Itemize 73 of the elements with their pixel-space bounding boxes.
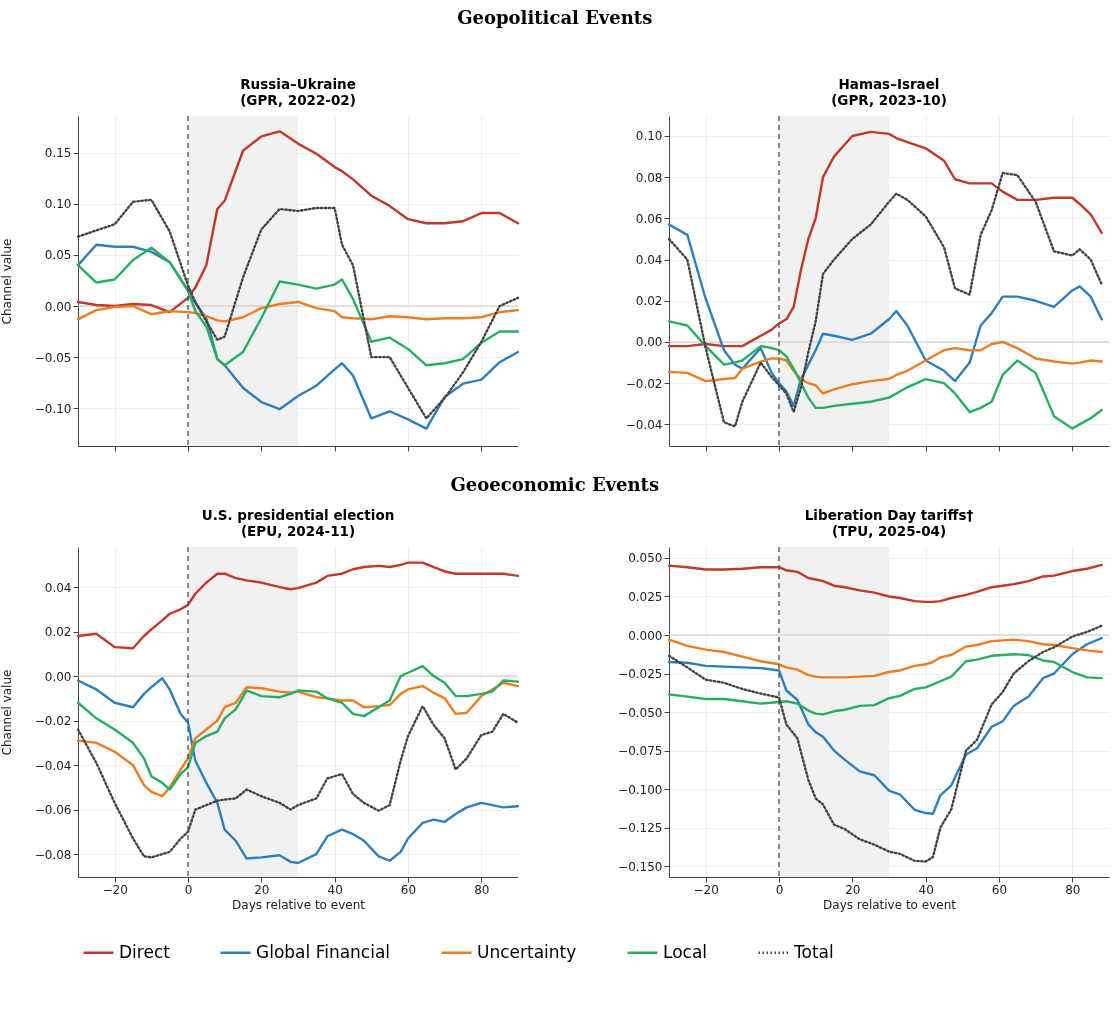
y-tick-label: 0.02 bbox=[44, 625, 72, 640]
line-series bbox=[76, 561, 520, 650]
legend-label: Uncertainty bbox=[477, 941, 577, 962]
y-tick-label: −0.025 bbox=[618, 667, 663, 682]
y-axis-title: Channel value bbox=[0, 669, 14, 756]
x-tick-label: 80 bbox=[1065, 882, 1081, 897]
y-tick-label: 0.06 bbox=[635, 211, 663, 226]
y-tick-label: 0.00 bbox=[44, 669, 72, 684]
legend-label: Global Financial bbox=[256, 941, 391, 962]
line-series bbox=[76, 664, 520, 791]
y-tick-label: 0.10 bbox=[44, 197, 72, 212]
y-tick-label: −0.10 bbox=[34, 401, 72, 416]
line-series bbox=[76, 677, 520, 865]
line-series bbox=[667, 653, 1103, 716]
line-series bbox=[667, 563, 1103, 604]
line-series bbox=[667, 223, 1103, 408]
y-tick-label: −0.04 bbox=[34, 758, 72, 773]
y-tick-label: 0.04 bbox=[44, 580, 72, 595]
y-tick-label: −0.150 bbox=[618, 859, 663, 874]
x-tick-label: 0 bbox=[184, 882, 193, 897]
x-axis-title: Days relative to event bbox=[232, 897, 366, 912]
x-tick-label: 20 bbox=[254, 882, 270, 897]
line-series bbox=[667, 636, 1103, 816]
line-series bbox=[667, 340, 1103, 395]
x-tick-label: −20 bbox=[693, 882, 719, 897]
y-tick-label: −0.05 bbox=[34, 350, 72, 365]
y-tick-label: 0.02 bbox=[635, 294, 663, 309]
y-tick-label: 0.050 bbox=[628, 551, 663, 566]
line-series bbox=[76, 243, 520, 430]
y-tick-label: −0.050 bbox=[618, 705, 663, 720]
chart-title: Russia–Ukraine (GPR, 2022-02) bbox=[240, 76, 356, 108]
y-tick-label: 0.00 bbox=[635, 335, 663, 350]
x-axis-title: Days relative to event bbox=[823, 897, 957, 912]
y-tick-label: −0.06 bbox=[34, 803, 72, 818]
legend-label: Total bbox=[793, 941, 834, 962]
y-tick-label: 0.000 bbox=[628, 628, 663, 643]
y-tick-label: −0.075 bbox=[618, 744, 663, 759]
chart-title: Liberation Day tariffs† (TPU, 2025-04) bbox=[804, 507, 974, 539]
chart-title: U.S. presidential election (EPU, 2024-11) bbox=[201, 507, 395, 539]
y-tick-label: −0.100 bbox=[618, 782, 663, 797]
line-series bbox=[76, 681, 520, 798]
line-series bbox=[76, 246, 520, 367]
x-tick-label: 0 bbox=[775, 882, 784, 897]
line-series bbox=[667, 320, 1103, 430]
x-tick-label: 40 bbox=[327, 882, 343, 897]
legend-label: Direct bbox=[119, 941, 171, 962]
x-tick-label: 60 bbox=[400, 882, 417, 897]
y-tick-label: 0.15 bbox=[44, 146, 72, 161]
y-tick-label: 0.00 bbox=[44, 299, 72, 314]
x-tick-label: −20 bbox=[102, 882, 128, 897]
legend-label: Local bbox=[663, 941, 708, 962]
text: Geoeconomic Events bbox=[450, 474, 660, 496]
x-tick-label: 20 bbox=[845, 882, 861, 897]
line-series bbox=[76, 300, 520, 323]
x-tick-label: 80 bbox=[474, 882, 490, 897]
x-tick-label: 40 bbox=[918, 882, 934, 897]
y-tick-label: 0.05 bbox=[44, 248, 72, 263]
y-tick-label: −0.02 bbox=[34, 714, 72, 729]
x-tick-label: 60 bbox=[991, 882, 1008, 897]
line-series bbox=[76, 130, 520, 314]
line-series bbox=[667, 638, 1103, 679]
text: Geopolitical Events bbox=[457, 7, 653, 29]
y-tick-label: 0.08 bbox=[635, 170, 663, 185]
y-tick-label: −0.08 bbox=[34, 847, 72, 862]
line-series bbox=[667, 130, 1103, 348]
y-tick-label: 0.04 bbox=[635, 253, 663, 268]
y-tick-label: 0.10 bbox=[635, 129, 663, 144]
y-axis-title: Channel value bbox=[0, 238, 14, 325]
y-tick-label: −0.04 bbox=[625, 417, 663, 432]
y-tick-label: −0.125 bbox=[618, 821, 663, 836]
chart-title: Hamas–Israel (GPR, 2023-10) bbox=[831, 76, 947, 108]
y-tick-label: 0.025 bbox=[628, 589, 663, 604]
y-tick-label: −0.02 bbox=[625, 376, 663, 391]
